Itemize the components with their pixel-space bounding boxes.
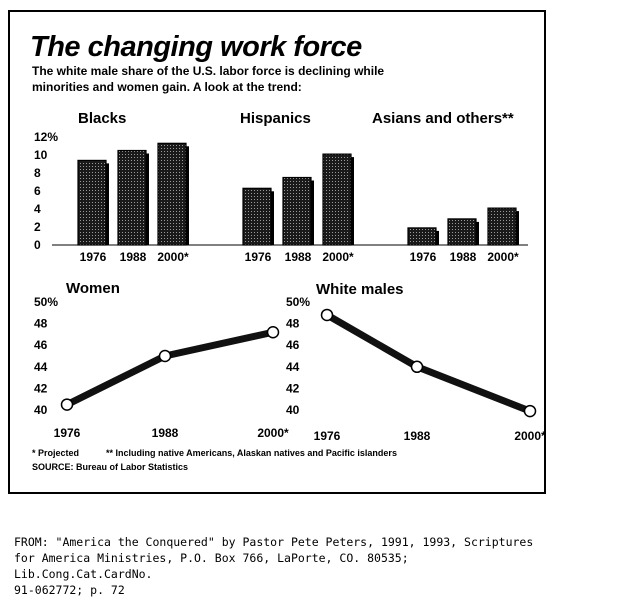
bar-y-tick-label: 6 <box>34 184 41 198</box>
bar-x-tick-label: 1976 <box>410 250 437 264</box>
line-y-tick-label: 44 <box>34 360 48 374</box>
bar-y-tick-label: 8 <box>34 166 41 180</box>
chart-title: The changing work force <box>30 31 362 63</box>
footnote-projected: * Projected <box>32 448 79 458</box>
footnote-source: SOURCE: Bureau of Labor Statistics <box>32 462 188 472</box>
bar-shadow-asians-and-others-1 <box>476 221 479 245</box>
line-x-tick-label: 2000* <box>514 429 544 443</box>
line-y-tick-label: 40 <box>34 403 48 417</box>
bar-panel-title-hispanics: Hispanics <box>240 110 311 127</box>
bar-y-tick-label: 4 <box>34 202 41 216</box>
line-panel-title-women: Women <box>66 280 120 297</box>
bar-y-tick-label: 2 <box>34 220 41 234</box>
bar-asians-and-others-1 <box>447 218 477 246</box>
bar-x-tick-label: 2000* <box>157 250 189 264</box>
bar-shadow-asians-and-others-0 <box>436 230 439 245</box>
bar-panels: 12% 10 8 6 4 2 0 Blacks 1976 1988 2000* Hispanics 19… <box>34 110 528 264</box>
bar-panel-title-asians-and-others: Asians and others** <box>372 110 514 127</box>
bar-shadow-blacks-1 <box>146 153 149 245</box>
line-y-tick-label: 40 <box>286 403 300 417</box>
line-panel-title-white-males: White males <box>316 281 404 298</box>
line-y-tick-label: 42 <box>34 381 48 395</box>
source-caption: FROM: "America the Conquered" by Pastor … <box>14 535 534 597</box>
line-x-tick-label: 1976 <box>314 429 341 443</box>
line-point-women-0 <box>60 398 74 411</box>
line-point-white-males-0 <box>320 308 334 322</box>
footnote-including: ** Including native Americans, Alaskan n… <box>106 448 397 458</box>
bar-blacks-2 <box>157 142 187 246</box>
line-series-white-males <box>325 311 532 415</box>
line-y-tick-label: 46 <box>34 338 48 352</box>
bar-hispanics-0 <box>242 187 272 246</box>
chart-frame: The changing work force The white male s… <box>8 10 546 494</box>
line-x-tick-label: 1988 <box>152 426 179 440</box>
bar-asians-and-others-2 <box>487 207 517 246</box>
line-y-tick-label: 42 <box>286 381 300 395</box>
bar-blacks-0 <box>77 159 107 246</box>
bar-blacks-1 <box>117 149 147 246</box>
line-y-tick-label: 48 <box>286 317 300 331</box>
line-panels: Women 50% 48 46 44 42 40 1976 1988 2000* White mal… <box>34 280 544 443</box>
bar-x-tick-label: 1988 <box>285 250 312 264</box>
line-y-tick-label: 50% <box>34 295 58 309</box>
bar-shadow-hispanics-1 <box>311 180 314 245</box>
chart-subtitle-line-1: The white male share of the U.S. labor f… <box>32 64 384 78</box>
bar-y-tick-label: 0 <box>34 238 41 252</box>
bar-x-tick-label: 2000* <box>322 250 354 264</box>
bar-panel-title-blacks: Blacks <box>78 110 126 127</box>
bar-shadow-hispanics-0 <box>271 191 274 245</box>
bar-hispanics-1 <box>282 176 312 246</box>
bar-y-tick-label: 12% <box>34 130 58 144</box>
line-x-tick-label: 1976 <box>54 426 81 440</box>
line-point-white-males-1 <box>410 360 424 374</box>
bar-shadow-asians-and-others-2 <box>516 211 519 245</box>
line-point-women-1 <box>158 349 172 363</box>
line-x-tick-label: 1988 <box>404 429 431 443</box>
line-x-tick-label: 2000* <box>257 426 289 440</box>
bar-x-tick-label: 1976 <box>245 250 272 264</box>
bar-y-tick-label: 10 <box>34 148 48 162</box>
bar-x-tick-label: 1976 <box>80 250 107 264</box>
chart-subtitle-line-2: minorities and women gain. A look at the… <box>32 80 302 94</box>
bar-hispanics-2 <box>322 153 352 246</box>
line-y-tick-label: 48 <box>34 317 48 331</box>
bar-x-tick-label: 1988 <box>120 250 147 264</box>
work-force-chart: The changing work force The white male s… <box>30 31 544 472</box>
bar-x-tick-label: 1988 <box>450 250 477 264</box>
bar-x-tick-label: 2000* <box>487 250 519 264</box>
line-point-women-2 <box>266 325 280 339</box>
line-y-tick-label: 44 <box>286 360 300 374</box>
line-point-white-males-2 <box>523 404 537 418</box>
line-y-tick-label: 50% <box>286 295 310 309</box>
bar-shadow-blacks-2 <box>186 146 189 245</box>
bar-asians-and-others-0 <box>407 227 437 246</box>
line-series-women <box>65 328 274 408</box>
bar-shadow-blacks-0 <box>106 163 109 245</box>
bar-shadow-hispanics-2 <box>351 157 354 245</box>
line-y-tick-label: 46 <box>286 338 300 352</box>
